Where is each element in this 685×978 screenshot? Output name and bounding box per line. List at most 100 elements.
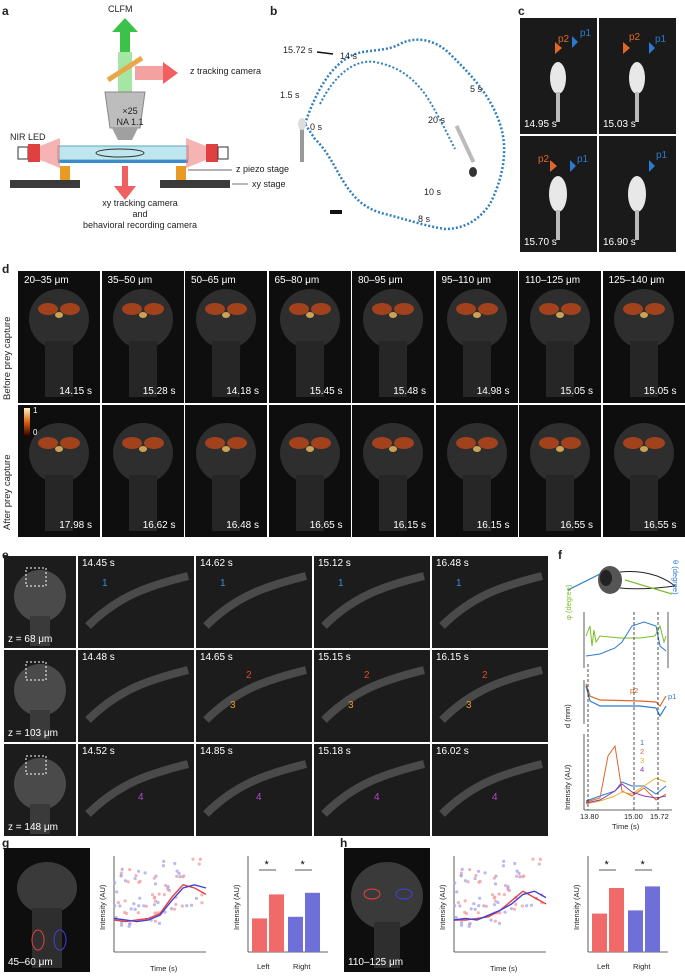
bar (288, 916, 303, 952)
scatter-point (169, 907, 174, 911)
f-tick-1: 13.80 (580, 812, 599, 821)
marker-1: 1 (456, 578, 462, 589)
scatter-point (181, 875, 185, 879)
depth-range: 20–35 μm (24, 275, 69, 286)
brain-tile: 17.98 s (18, 405, 100, 537)
scatter-point (477, 904, 481, 908)
h-brain-image: 110–125 μm (344, 848, 430, 972)
scatter-point (153, 899, 158, 903)
scatter-point (468, 868, 472, 872)
f-time-label: Time (s) (612, 822, 640, 831)
scatter-point (501, 864, 506, 868)
series-line (453, 890, 547, 921)
zoom-tile: 14.85 s 4 (196, 744, 312, 836)
xy-tracking-line3: behavioral recording camera (82, 220, 198, 230)
scatter-point (191, 857, 195, 861)
c2-p1: p1 (655, 34, 667, 45)
z-piezo-label: z piezo stage (236, 164, 290, 174)
c3-p1: p1 (577, 154, 589, 165)
panel-d-label: d (2, 262, 10, 276)
nir-led-label: NIR LED (10, 132, 46, 142)
scatter-point (492, 896, 496, 900)
brain-tile: 16.62 s (101, 405, 184, 537)
c1-p2: p2 (558, 34, 570, 45)
traj-time-1-5: 1.5 s (280, 90, 300, 100)
scatter-point (200, 901, 204, 905)
series-line (113, 884, 207, 923)
scatter-point (157, 921, 162, 926)
scatter-point (459, 874, 463, 878)
marker-3: 3 (230, 700, 236, 711)
sig-star: * (265, 859, 270, 871)
brain-tile: 35–50 μm 15.28 s (101, 271, 184, 403)
zoom-tile: 14.52 s 4 (78, 744, 194, 836)
scatter-point (133, 907, 137, 911)
legend-1: 1 (640, 738, 645, 747)
tile-time: 17.98 s (59, 520, 92, 531)
scatter-point (115, 890, 119, 894)
scatter-point (175, 874, 179, 878)
scatter-point (127, 924, 131, 928)
scatter-point (496, 900, 500, 905)
marker-1: 1 (102, 578, 108, 589)
objective-mag: ×25 (122, 106, 138, 116)
scatter-point (464, 911, 469, 916)
zoom-tile: 16.48 s 1 (432, 556, 548, 648)
zoom-tile: 15.18 s 4 (314, 744, 430, 836)
scatter-point (116, 901, 120, 905)
scatter-point (472, 902, 476, 906)
d-axis-label: d (mm) (563, 704, 572, 728)
objective-na: NA 1.1 (116, 117, 144, 127)
scatter-point (503, 910, 507, 914)
scatter-point (118, 904, 122, 908)
marker-1: 1 (220, 578, 226, 589)
scatter-point (162, 892, 166, 897)
scatter-point (490, 893, 495, 897)
marker-3: 3 (466, 700, 472, 711)
zoom-tile: 15.15 s 2 3 (314, 650, 430, 742)
scatter-point (456, 901, 460, 905)
scatter-point (497, 921, 502, 926)
depth-range: 95–110 μm (441, 275, 492, 286)
zoom-tile: 16.02 s 4 (432, 744, 548, 836)
brain-tile: 125–140 μm 15.05 s (602, 271, 685, 403)
scatter-point (138, 896, 142, 900)
scatter-point (506, 884, 510, 889)
scatter-point (194, 896, 199, 900)
overview-tile: z = 148 μm (4, 744, 76, 836)
marker-2: 2 (246, 670, 252, 681)
scatter-point (136, 869, 141, 873)
f-legend: 1 2 3 4 (640, 738, 644, 774)
tile-time: 16.55 s (560, 520, 593, 531)
scatter-point (454, 915, 458, 920)
behavior-traces (567, 566, 677, 811)
depth-range: 80–95 μm (358, 275, 403, 286)
scatter-point (514, 902, 518, 907)
zoom-time: 15.15 s (318, 652, 351, 663)
zoom-time: 14.85 s (200, 746, 233, 757)
c1-p1: p1 (580, 28, 592, 39)
scatter-point (513, 861, 517, 866)
scatter-point (478, 896, 482, 900)
zoom-time: 15.12 s (318, 558, 351, 569)
c4-p1: p1 (656, 150, 668, 161)
zoom-tile: 14.45 s 1 (78, 556, 194, 648)
zoom-tile: 15.12 s 1 (314, 556, 430, 648)
c3-time: 15.70 s (524, 237, 557, 248)
after-text: After prey capture (2, 454, 13, 530)
scatter-point (174, 902, 178, 907)
scatter-point (136, 911, 140, 915)
scatter-point (123, 899, 127, 903)
overview-tile: z = 68 μm (4, 556, 76, 648)
colorbar (24, 408, 30, 436)
tile-time: 16.65 s (309, 520, 343, 531)
brain-tile: 16.15 s (435, 405, 518, 537)
scatter-point (153, 911, 157, 915)
g-group-left: Left (257, 962, 270, 971)
legend-2: 2 (640, 747, 645, 756)
g-bar-ylabel: Intensity (AU) (232, 884, 241, 930)
scatter-point (502, 859, 506, 864)
scatter-point (477, 880, 481, 884)
scatter-point (520, 904, 524, 908)
marker-3: 3 (348, 700, 354, 711)
